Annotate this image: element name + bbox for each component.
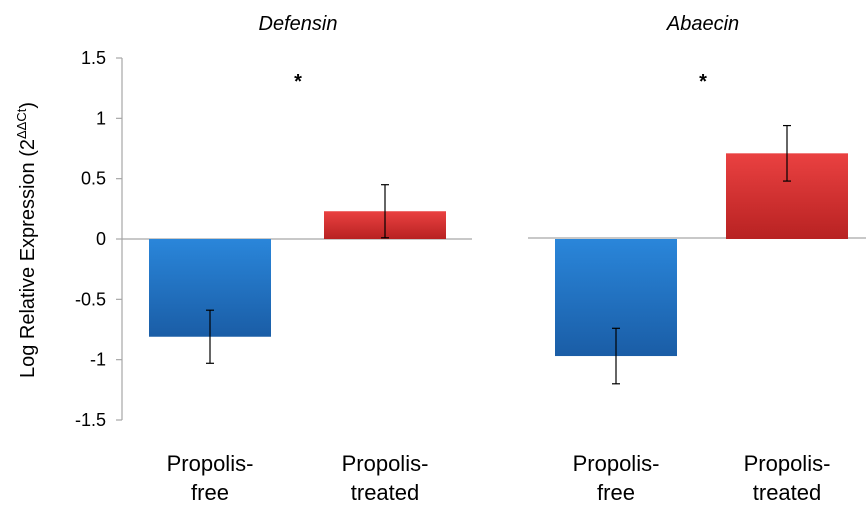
y-axis-label: Log Relative Expression (2ΔΔCt) <box>14 102 39 378</box>
abaecin-panel: Abaecin * Propolis-free Propolis-treated <box>528 13 866 505</box>
y-tick-label: 0.5 <box>81 169 106 189</box>
abaecin-error-bar-propolis-treated <box>783 124 791 182</box>
y-tick-label: -0.5 <box>75 289 106 309</box>
abaecin-category-label-propolis-treated: Propolis-treated <box>744 451 831 505</box>
y-axis-ticks: 1.5 1 0.5 0 -0.5 -1 -1.5 <box>75 48 122 430</box>
y-tick-label: 1.5 <box>81 48 106 68</box>
defensin-category-label-propolis-free: Propolis-free <box>167 451 254 505</box>
abaecin-error-bar-propolis-free <box>612 327 620 385</box>
y-tick-label: -1 <box>90 350 106 370</box>
y-axis-label-sup: ΔΔCt <box>14 108 29 139</box>
abaecin-significance-marker: * <box>699 71 707 93</box>
defensin-category-label-propolis-treated: Propolis-treated <box>342 451 429 505</box>
defensin-title: Defensin <box>259 13 338 35</box>
y-tick-label: 1 <box>96 108 106 128</box>
abaecin-category-label-propolis-free: Propolis-free <box>573 451 660 505</box>
y-tick-label: -1.5 <box>75 410 106 430</box>
y-tick-label: 0 <box>96 229 106 249</box>
defensin-error-bar-propolis-treated <box>381 184 389 239</box>
defensin-panel: Defensin * Propolis-free Propolis-treated <box>122 13 472 505</box>
defensin-significance-marker: * <box>294 71 302 93</box>
abaecin-title: Abaecin <box>666 13 739 35</box>
defensin-error-bar-propolis-free <box>206 309 214 364</box>
